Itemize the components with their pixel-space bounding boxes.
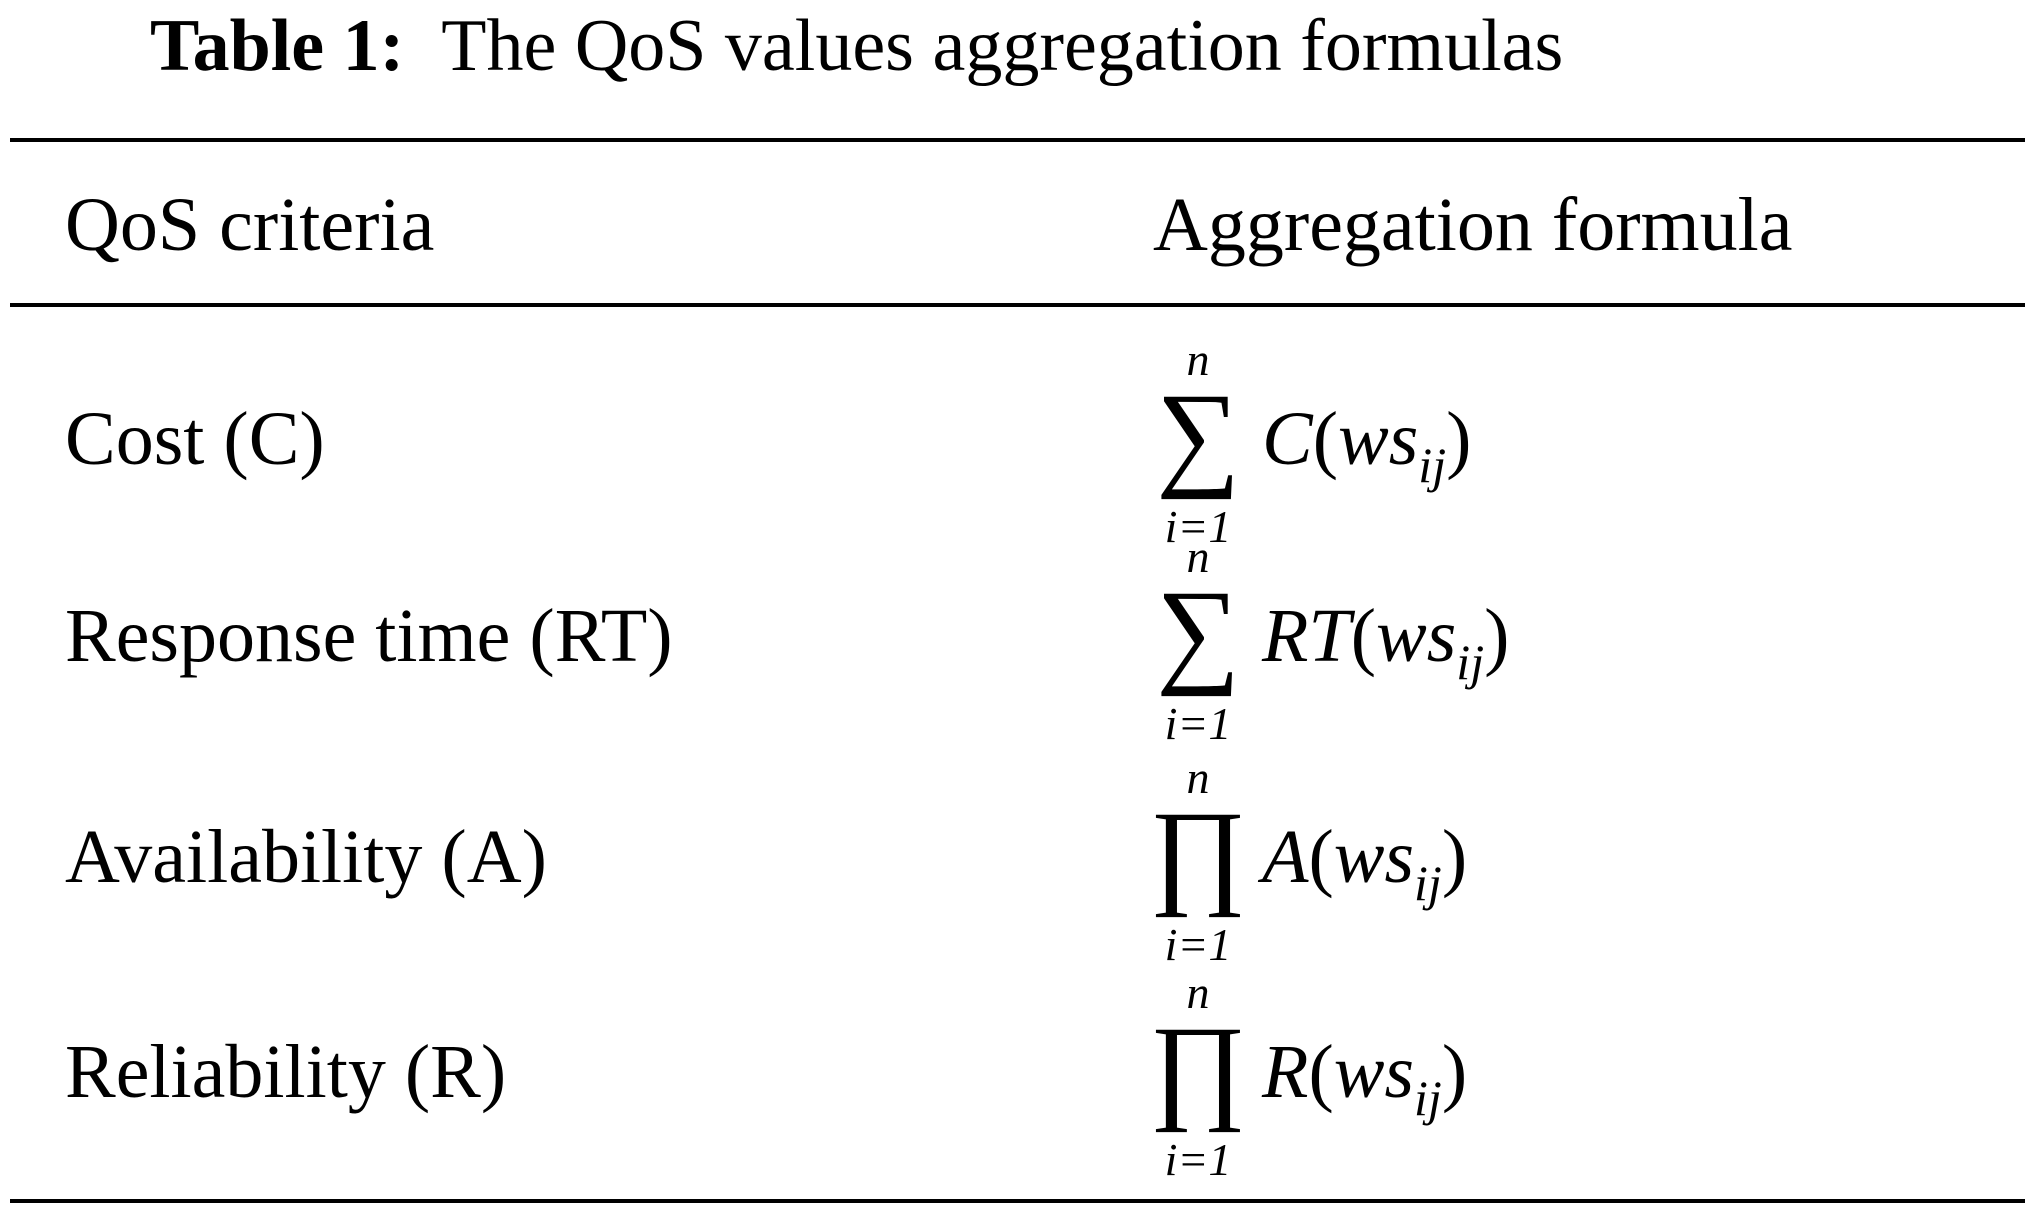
criteria-cell: Response time (RT) [65,594,673,678]
formula-body: R(wsij) [1262,1034,1467,1123]
formula-body: RT(wsij) [1262,598,1509,687]
lower-limit: i=1 [1164,919,1232,970]
big-operator: ∏ [1149,1002,1247,1133]
paren: ( [1308,815,1334,899]
argument: ws [1376,594,1457,678]
argument: ws [1333,815,1415,899]
header-rule [10,303,2025,307]
caption-text: The QoS values aggregation formulas [441,5,1564,87]
paren: ) [1441,1030,1468,1114]
paren: ) [1446,397,1472,481]
paren: ( [1308,1030,1334,1114]
argument: ws [1333,1030,1415,1114]
upper-limit: n [1186,967,1210,1018]
upper-limit: n [1186,334,1210,385]
top-rule [10,138,2025,142]
paren: ) [1484,594,1510,678]
upper-limit: n [1186,531,1210,582]
formula-body: C(wsij) [1262,401,1471,490]
lower-limit: i=1 [1164,698,1232,749]
bottom-rule [10,1199,2025,1203]
lower-limit: i=1 [1164,501,1232,552]
upper-limit: n [1186,752,1210,803]
subscript: ij [1414,855,1442,911]
subscript: ij [1456,634,1485,690]
criteria-cell: Availability (A) [65,815,547,899]
subscript: ij [1414,1070,1442,1126]
function-name: RT [1262,594,1351,678]
caption-label: Table 1: [150,5,405,87]
function-name: R [1262,1030,1309,1114]
caption: Table 1: The QoS values aggregation form… [150,9,1563,83]
big-operator: ∏ [1149,787,1247,918]
function-name: A [1262,815,1309,899]
formula-body: A(wsij) [1262,819,1467,908]
paren: ( [1312,397,1339,481]
lower-limit: i=1 [1164,1134,1232,1185]
function-name: C [1262,397,1313,481]
criteria-cell: Cost (C) [65,397,325,481]
header-cell: QoS criteria [65,183,435,267]
argument: ws [1338,397,1419,481]
big-operator: ∑ [1155,566,1241,697]
paren: ) [1441,815,1468,899]
big-operator: ∑ [1155,369,1241,500]
criteria-cell: Reliability (R) [65,1030,507,1114]
paren: ( [1350,594,1377,678]
subscript: ij [1418,437,1447,493]
header-cell: Aggregation formula [1153,183,1793,267]
